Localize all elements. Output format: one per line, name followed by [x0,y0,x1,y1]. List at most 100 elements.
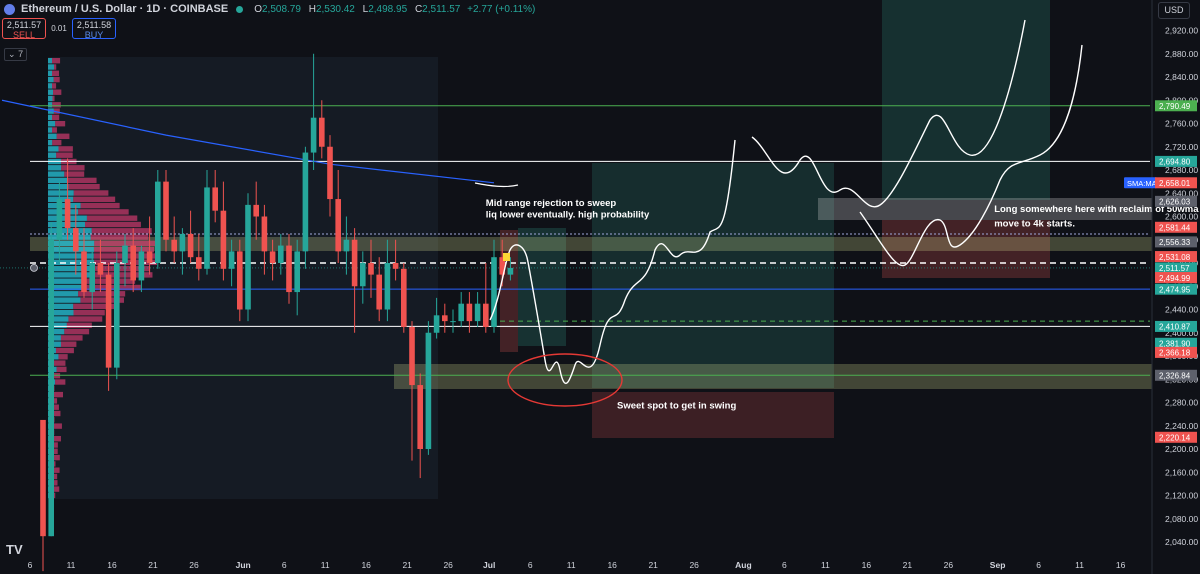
candle-body [171,239,177,252]
candle-body [220,210,227,269]
price-tag [1155,195,1197,207]
price-tick-label: 2,240.00 [1165,421,1198,431]
price-tick-label: 2,720.00 [1165,142,1198,152]
price-marker-icon [30,263,38,272]
time-tick-label: 21 [648,560,658,570]
price-tick-label: 2,200.00 [1165,444,1198,454]
sma-tag [1124,177,1157,189]
volume-bar-sell [53,448,58,454]
volume-bar-buy [48,284,87,291]
volume-bar-buy [48,58,52,64]
time-tick-label: 6 [282,560,287,570]
volume-bar-sell [67,177,97,184]
volume-bar-sell [73,303,115,310]
volume-bar-buy [48,335,61,341]
price-tag [1155,320,1197,332]
volume-bar-sell [52,360,66,366]
scribble-mark [474,182,519,188]
volume-bar-buy [48,234,91,240]
volume-bar-buy [48,114,52,121]
volume-bar-sell [53,64,57,70]
candle-body [458,303,464,322]
candle-body [253,204,259,217]
volume-bar-buy [48,272,92,278]
volume-bar-sell [73,310,105,316]
price-tick-label: 2,120.00 [1165,491,1198,501]
price-tag [1155,283,1197,295]
volume-bar-sell [61,165,85,171]
price-tag-label: 2,790.49 [1159,102,1191,111]
price-tag-label: 2,381.90 [1159,340,1191,349]
target-zone-mid [592,163,834,388]
time-tick-label: Jul [483,560,495,570]
price-tag [1155,177,1197,189]
demand-band [394,364,1152,389]
time-tick-label: 11 [1075,560,1084,570]
volume-bar-buy [48,139,53,146]
volume-bar-buy [48,322,67,328]
time-tick-label: 11 [67,560,76,570]
price-tick-label: 2,680.00 [1165,165,1198,175]
buy-button[interactable]: 2,511.58 BUY [72,18,116,40]
candle-body [56,199,63,240]
candle-body [499,257,505,275]
volume-bar-buy [48,190,74,196]
volume-bar-buy [48,297,81,303]
candle-body [474,303,481,322]
volume-bar-sell [52,467,60,473]
price-tick-label: 2,920.00 [1165,26,1198,36]
volume-bar-sell [52,58,61,64]
candle-body [310,117,317,153]
candle-body [368,263,374,275]
volume-bar-sell [80,202,120,209]
volume-bar-buy [48,165,62,171]
volume-bar-sell [78,209,129,215]
volume-bar-sell [52,473,58,480]
volume-bar-buy [48,310,74,316]
annotation-text: Sweet spot to get in swing [617,400,736,411]
volume-bar-buy [48,133,57,139]
candle-body [155,181,161,263]
volume-bar-sell [94,240,160,247]
time-tick-label: Aug [735,560,752,570]
time-tick-label: 16 [862,560,872,570]
time-tick-label: 21 [903,560,913,570]
price-tag-label: 2,658.01 [1159,179,1191,188]
price-tag-label: 2,410.87 [1159,323,1191,332]
volume-bar-sell [52,83,57,89]
candle-body [138,251,145,281]
volume-bar-sell [52,480,58,486]
candle-body [376,274,382,310]
currency-selector[interactable]: USD [1158,2,1190,19]
volume-bar-buy [48,152,57,158]
tradingview-logo: TV [6,542,23,557]
price-tick-label: 2,880.00 [1165,49,1198,59]
volume-bar-buy [48,253,94,259]
volume-bar-sell [53,89,62,95]
sell-button[interactable]: 2,511.57 SELL [2,18,46,40]
price-tag [1155,155,1197,167]
symbol-title[interactable]: Ethereum / U.S. Dollar · 1D · COINBASE [21,3,229,15]
volume-bar-sell [53,492,56,499]
volume-bar-sell [91,272,153,278]
indicators-toggle[interactable]: ⌄ 7 [4,48,28,61]
volume-bar-sell [52,102,61,108]
long-band [818,198,1152,220]
candle-body [130,245,136,281]
candle-body [81,251,87,293]
volume-bar-buy [48,316,69,322]
candle-body [286,245,292,293]
time-tick-label: 16 [107,560,117,570]
volume-bar-sell [52,442,58,448]
time-tick-label: 11 [821,560,830,570]
time-tick-label: 11 [321,560,330,570]
volume-bar-buy [48,209,79,215]
annotation-text: Mid range rejection to sweep [486,198,617,209]
candle-body [491,257,497,327]
volume-bar-sell [68,184,100,190]
volume-bar-sell [64,328,90,335]
spread-value: 0.01 [51,24,67,33]
volume-bar-buy [48,177,68,184]
volume-bar-buy [48,83,52,89]
